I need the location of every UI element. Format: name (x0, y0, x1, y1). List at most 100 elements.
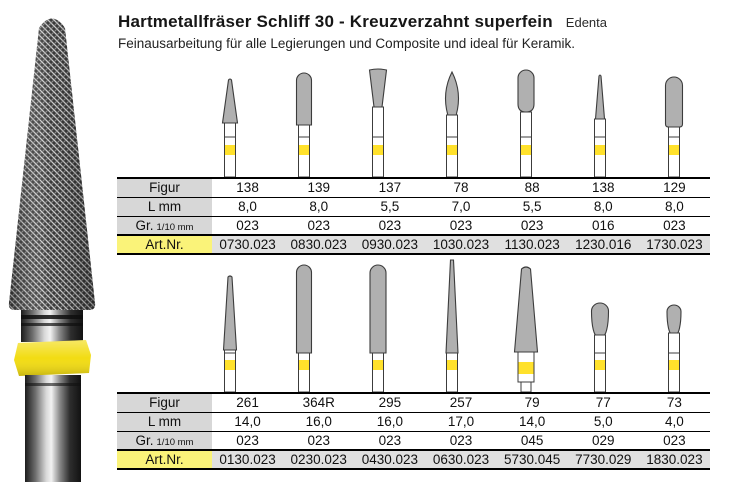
bur-illustrations-upper (193, 67, 711, 177)
spec-table-upper: Figur 138 139 137 78 88 138 129 L mm 8,0 8,0 5,5 7,… (117, 177, 710, 255)
figur-value: 79 (496, 393, 568, 413)
row-label-figur: Figur (117, 393, 212, 413)
l_mm-value: 8,0 (638, 197, 710, 217)
artnr-value: 1230.016 (567, 235, 639, 255)
bur-illustration-figur-364R (295, 264, 313, 392)
row-label-gr: Gr. 1/10 mm (117, 216, 212, 236)
bur-cell (415, 67, 489, 177)
row-label-lmm: L mm (117, 412, 212, 432)
gr-value: 023 (354, 431, 426, 451)
bur-illustration-figur-137 (368, 68, 388, 177)
figur-value: 138 (567, 178, 639, 198)
artnr-value: 0730.023 (212, 235, 284, 255)
figur-value: 139 (283, 178, 355, 198)
page-subtitle: Feinausarbeitung für alle Legierungen un… (118, 36, 576, 51)
bur-illustration-figur-295 (369, 264, 387, 392)
l_mm-value: 5,5 (496, 197, 568, 217)
l_mm-value: 8,0 (567, 197, 639, 217)
row-label-artnr: Art.Nr. (117, 450, 212, 470)
gr-value: 045 (496, 431, 568, 451)
bur-illustration-figur-257 (445, 259, 459, 392)
artnr-value: 1130.023 (496, 235, 568, 255)
l_mm-value: 14,0 (496, 412, 568, 432)
artnr-value: 0130.023 (212, 450, 284, 470)
bur-cell (489, 67, 563, 177)
row-label-artnr: Art.Nr. (117, 235, 212, 255)
figur-value: 261 (212, 393, 284, 413)
page-title: Hartmetallfräser Schliff 30 - Kreuzverza… (118, 12, 553, 31)
bur-illustration-figur-77 (590, 302, 610, 392)
artnr-value: 1730.023 (638, 235, 710, 255)
bur-illustration-figur-138 (594, 74, 606, 177)
gr-value: 023 (212, 216, 284, 236)
artnr-value: 7730.029 (567, 450, 639, 470)
figur-value: 364R (283, 393, 355, 413)
bur-cell (415, 258, 489, 392)
bur-cell (341, 67, 415, 177)
bur-illustration-figur-138 (221, 78, 239, 177)
figur-value: 78 (425, 178, 497, 198)
header: Hartmetallfräser Schliff 30 - Kreuzverza… (118, 12, 724, 51)
figur-value: 138 (212, 178, 284, 198)
l_mm-value: 17,0 (425, 412, 497, 432)
figur-value: 295 (354, 393, 426, 413)
l_mm-value: 16,0 (354, 412, 426, 432)
bur-illustration-figur-261 (222, 275, 238, 392)
l_mm-value: 7,0 (425, 197, 497, 217)
artnr-value: 1830.023 (638, 450, 710, 470)
figur-value: 129 (638, 178, 710, 198)
bur-cell (267, 258, 341, 392)
l_mm-value: 5,0 (567, 412, 639, 432)
gr-value: 023 (638, 216, 710, 236)
gr-value: 023 (283, 431, 355, 451)
figur-value: 137 (354, 178, 426, 198)
bur-cell (563, 67, 637, 177)
bur-cell (489, 258, 563, 392)
l_mm-value: 4,0 (638, 412, 710, 432)
l_mm-value: 8,0 (212, 197, 284, 217)
brand-name: Edenta (565, 15, 607, 30)
bur-illustration-figur-73 (666, 304, 682, 392)
bur-illustration-figur-78 (444, 70, 460, 177)
gr-value: 023 (425, 216, 497, 236)
bur-cell (563, 258, 637, 392)
bur-illustration-figur-139 (295, 72, 313, 177)
figur-value: 77 (567, 393, 639, 413)
bur-illustrations-lower (193, 258, 711, 392)
figur-value: 73 (638, 393, 710, 413)
gr-value: 029 (567, 431, 639, 451)
figur-value: 257 (425, 393, 497, 413)
bur-cell (193, 258, 267, 392)
artnr-value: 1030.023 (425, 235, 497, 255)
gr-value: 023 (283, 216, 355, 236)
l_mm-value: 8,0 (283, 197, 355, 217)
gr-value: 023 (212, 431, 284, 451)
artnr-value: 0430.023 (354, 450, 426, 470)
artnr-value: 0630.023 (425, 450, 497, 470)
bur-illustration-figur-129 (664, 76, 684, 177)
gr-value: 023 (354, 216, 426, 236)
bur-illustration-figur-79 (513, 266, 539, 392)
spec-table-lower: Figur 261 364R 295 257 79 77 73 L mm 14,0 16,0 16,… (117, 392, 710, 470)
row-label-figur: Figur (117, 178, 212, 198)
artnr-value: 0830.023 (283, 235, 355, 255)
bur-cell (637, 258, 711, 392)
l_mm-value: 14,0 (212, 412, 284, 432)
photo-shank (25, 375, 81, 482)
gr-value: 023 (496, 216, 568, 236)
l_mm-value: 16,0 (283, 412, 355, 432)
gr-value: 023 (638, 431, 710, 451)
figur-value: 88 (496, 178, 568, 198)
artnr-value: 0230.023 (283, 450, 355, 470)
row-label-gr: Gr. 1/10 mm (117, 431, 212, 451)
bur-cell (193, 67, 267, 177)
artnr-value: 5730.045 (496, 450, 568, 470)
bur-cell (267, 67, 341, 177)
artnr-value: 0930.023 (354, 235, 426, 255)
bur-cell (341, 258, 415, 392)
gr-value: 023 (425, 431, 497, 451)
l_mm-value: 5,5 (354, 197, 426, 217)
bur-photo (8, 18, 96, 482)
gr-value: 016 (567, 216, 639, 236)
